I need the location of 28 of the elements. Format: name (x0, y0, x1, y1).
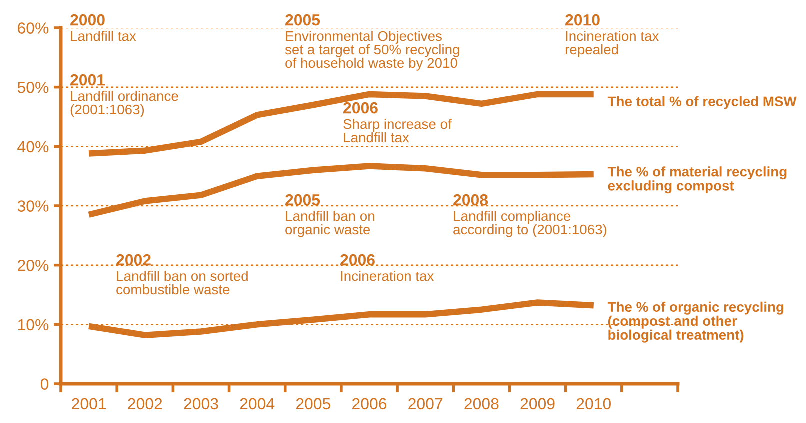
annotation: 2010 Incineration tax repealed (566, 14, 660, 58)
x-tick-label: 2010 (576, 398, 612, 410)
y-tick-label: 50% (18, 82, 49, 94)
annotation: 2008 Landfill compliance according to (2001:1063) (454, 194, 607, 238)
x-tick-label: 2005 (296, 398, 331, 410)
x-tick-label: 2002 (128, 398, 162, 410)
x-tick-label: 2001 (72, 398, 106, 410)
y-tick-label: 30% (18, 200, 49, 212)
y-tick-label: 0 (40, 378, 49, 390)
x-tick-label: 2004 (240, 398, 275, 410)
annotation: 2005 Landfill ban on organic waste (286, 194, 374, 238)
annotation: 2002 Landfill ban on sorted combustible waste (116, 254, 248, 295)
annotation: 2001 Landfill ordinance (2001:1063) (70, 74, 178, 118)
y-tick-label: 60% (18, 22, 49, 34)
series-label: The total % of recycled MSW (608, 96, 797, 110)
annotation: 2006 Incineration tax (340, 254, 434, 282)
annotation: 2005 Environmental Objectives set a target of 50% recycling of household waste by 2010 (285, 14, 460, 71)
x-tick-label: 2008 (464, 398, 499, 410)
annotation: 2000 Landfill tax (70, 14, 136, 42)
y-tick-label: 10% (18, 319, 49, 331)
x-tick-label: 2006 (352, 398, 387, 410)
x-tick-label: 2003 (184, 398, 218, 410)
x-tick-label: 2009 (520, 398, 555, 410)
y-tick-label: 40% (18, 141, 49, 153)
x-tick-label: 2007 (408, 398, 443, 410)
y-tick-label: 20% (18, 260, 49, 272)
annotation: 2006 Sharp increase of Landfill tax (344, 102, 452, 143)
series-label: The % of material recycling excluding compost (608, 166, 787, 194)
